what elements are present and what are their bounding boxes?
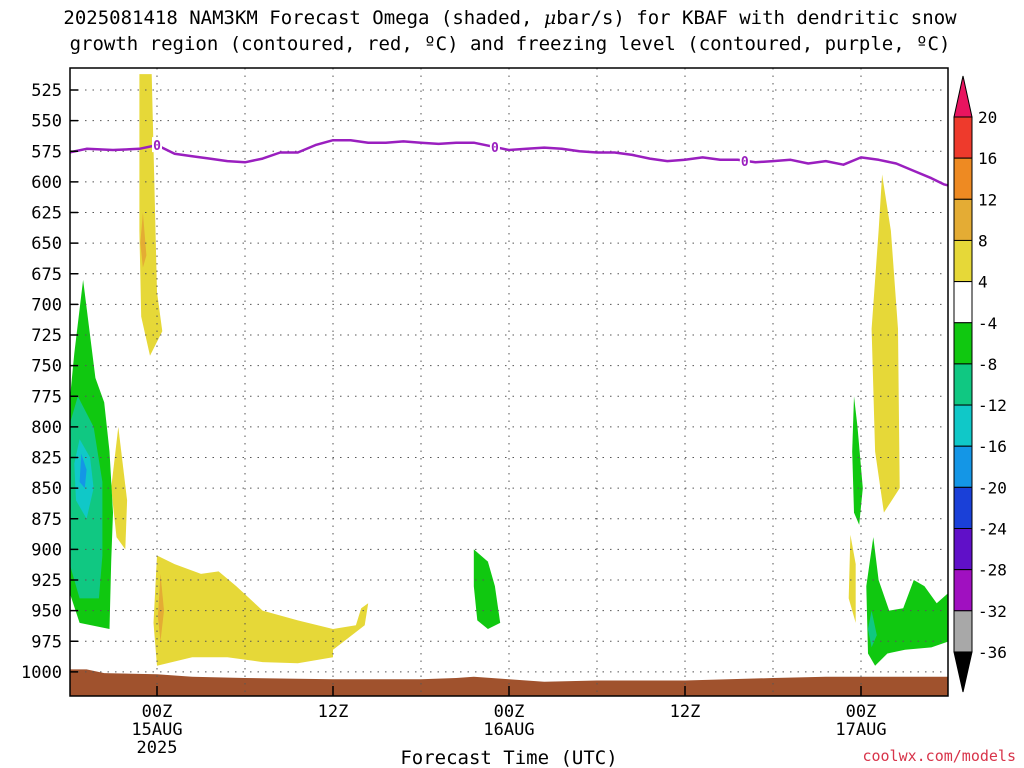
y-tick-label-675: 675	[31, 265, 62, 285]
y-tick-label-575: 575	[31, 142, 62, 162]
y-tick-label-700: 700	[31, 295, 62, 315]
chart-title-line-2: growth region (contoured, red, ºC) and f…	[70, 33, 951, 55]
colorbar-label-11: -28	[978, 561, 1007, 580]
y-tick-label-650: 650	[31, 234, 62, 254]
y-tick-label-875: 875	[31, 510, 62, 530]
freezing-level-contour: 0 0 0	[70, 137, 948, 187]
omega-region-yellow-0	[139, 74, 163, 356]
y-tick-label-525: 525	[31, 81, 62, 101]
colorbar-label-2: 12	[978, 190, 997, 209]
x-tick-label-30-0: 12Z	[670, 702, 701, 722]
omega-region-blue-18	[79, 453, 87, 489]
y-tick-label-775: 775	[31, 387, 62, 407]
freezing-level-label-2: 0	[741, 155, 749, 170]
colorbar-segment-10	[953, 486, 973, 530]
omega-region-green-13	[473, 549, 501, 629]
colorbar-label-7: -12	[978, 396, 1007, 415]
colorbar-segment-4	[953, 239, 973, 283]
omega-region-green-14	[852, 396, 863, 525]
chart-title-line-1-pre: 2025081418 NAM3KM Forecast Omega (shaded…	[63, 7, 543, 29]
chart-title-line-1-post: bar/s) for KBAF with dendritic snow	[556, 7, 957, 29]
x-tick-label-0-2: 2025	[137, 738, 178, 758]
y-tick-label-950: 950	[31, 602, 62, 622]
freezing-label-bg-2	[739, 152, 750, 168]
x-axis-title: Forecast Time (UTC)	[400, 747, 617, 768]
x-tick-label-20-1: 16AUG	[483, 720, 534, 740]
x-tick-label-40-1: 17AUG	[835, 720, 886, 740]
x-tick-label-0-0: 00Z	[142, 702, 173, 722]
colorbar-segment-12	[953, 569, 973, 612]
colorbar-label-12: -32	[978, 602, 1007, 621]
colorbar-top-arrow	[953, 75, 973, 118]
terrain-layer	[70, 669, 948, 696]
colorbar-segment-7	[953, 363, 973, 406]
colorbar-label-1: 16	[978, 149, 997, 168]
omega-region-teal-19	[868, 610, 877, 648]
freezing-label-bg-1	[489, 139, 500, 155]
colorbar-segment-1	[953, 116, 973, 159]
y-tick-label-925: 925	[31, 571, 62, 591]
colorbar-segment-13	[953, 610, 973, 653]
colorbar-label-3: 8	[978, 231, 988, 250]
y-tick-label-625: 625	[31, 204, 62, 224]
colorbar-label-8: -16	[978, 437, 1007, 456]
omega-region-green-15	[866, 537, 948, 666]
plot-area: 0 0 0	[70, 68, 948, 696]
freezing-level-line	[70, 138, 948, 187]
y-tick-label-750: 750	[31, 357, 62, 377]
colorbar-segment-2	[953, 157, 973, 200]
omega-region-yellow-5	[333, 603, 369, 650]
colorbar-label-9: -20	[978, 478, 1007, 497]
y-tick-label-825: 825	[31, 449, 62, 469]
colorbar-label-5: -4	[978, 314, 997, 333]
credit-text: coolwx.com/models	[862, 747, 1016, 765]
colorbar-label-13: -36	[978, 643, 1007, 662]
omega-region-yellow-7	[848, 534, 856, 623]
colorbar-segment-5	[953, 281, 973, 324]
omega-region-orange-9	[157, 573, 164, 642]
freezing-level-label-1: 0	[491, 141, 499, 156]
terrain-band	[70, 669, 948, 696]
colorbar-label-10: -24	[978, 520, 1007, 539]
chart-title-line-1: 2025081418 NAM3KM Forecast Omega (shaded…	[63, 7, 957, 29]
chart-title-mu: μ	[544, 7, 556, 29]
omega-region-orange-8	[140, 212, 147, 268]
y-tick-label-850: 850	[31, 479, 62, 499]
colorbar-label-6: -8	[978, 355, 997, 374]
y-tick-label-725: 725	[31, 326, 62, 346]
x-tick-label-0-1: 15AUG	[131, 720, 182, 740]
colorbar-bottom-arrow	[953, 651, 973, 693]
x-tick-label-40-0: 00Z	[846, 702, 877, 722]
colorbar-segment-9	[953, 445, 973, 488]
colorbar-label-0: 20	[978, 108, 997, 127]
colorbar-label-4: 4	[978, 273, 988, 292]
colorbar-segment-11	[953, 528, 973, 571]
y-tick-label-550: 550	[31, 112, 62, 132]
colorbar-segment-8	[953, 404, 973, 447]
x-tick-label-10-0: 12Z	[318, 702, 349, 722]
colorbar-segment-3	[953, 198, 973, 241]
y-tick-label-600: 600	[31, 173, 62, 193]
y-tick-label-975: 975	[31, 632, 62, 652]
y-tick-label-800: 800	[31, 418, 62, 438]
colorbar: 20 16 12 8 4 -4 -8 -12 -16 -20 -24 -28 -32 -36	[953, 75, 1007, 693]
colorbar-segment-6	[953, 322, 973, 365]
y-tick-label-900: 900	[31, 540, 62, 560]
y-axis-ticks: 525 550 575 600 625 650 675 700 725 750 775 800 825 8…	[21, 81, 78, 683]
freezing-label-bg-0	[152, 137, 162, 153]
x-tick-label-20-0: 00Z	[494, 702, 525, 722]
freezing-level-label-0: 0	[153, 139, 161, 154]
y-tick-label-1000: 1000	[21, 663, 62, 683]
omega-region-yellow-6	[871, 174, 900, 513]
omega-region-yellow-1	[111, 426, 128, 550]
